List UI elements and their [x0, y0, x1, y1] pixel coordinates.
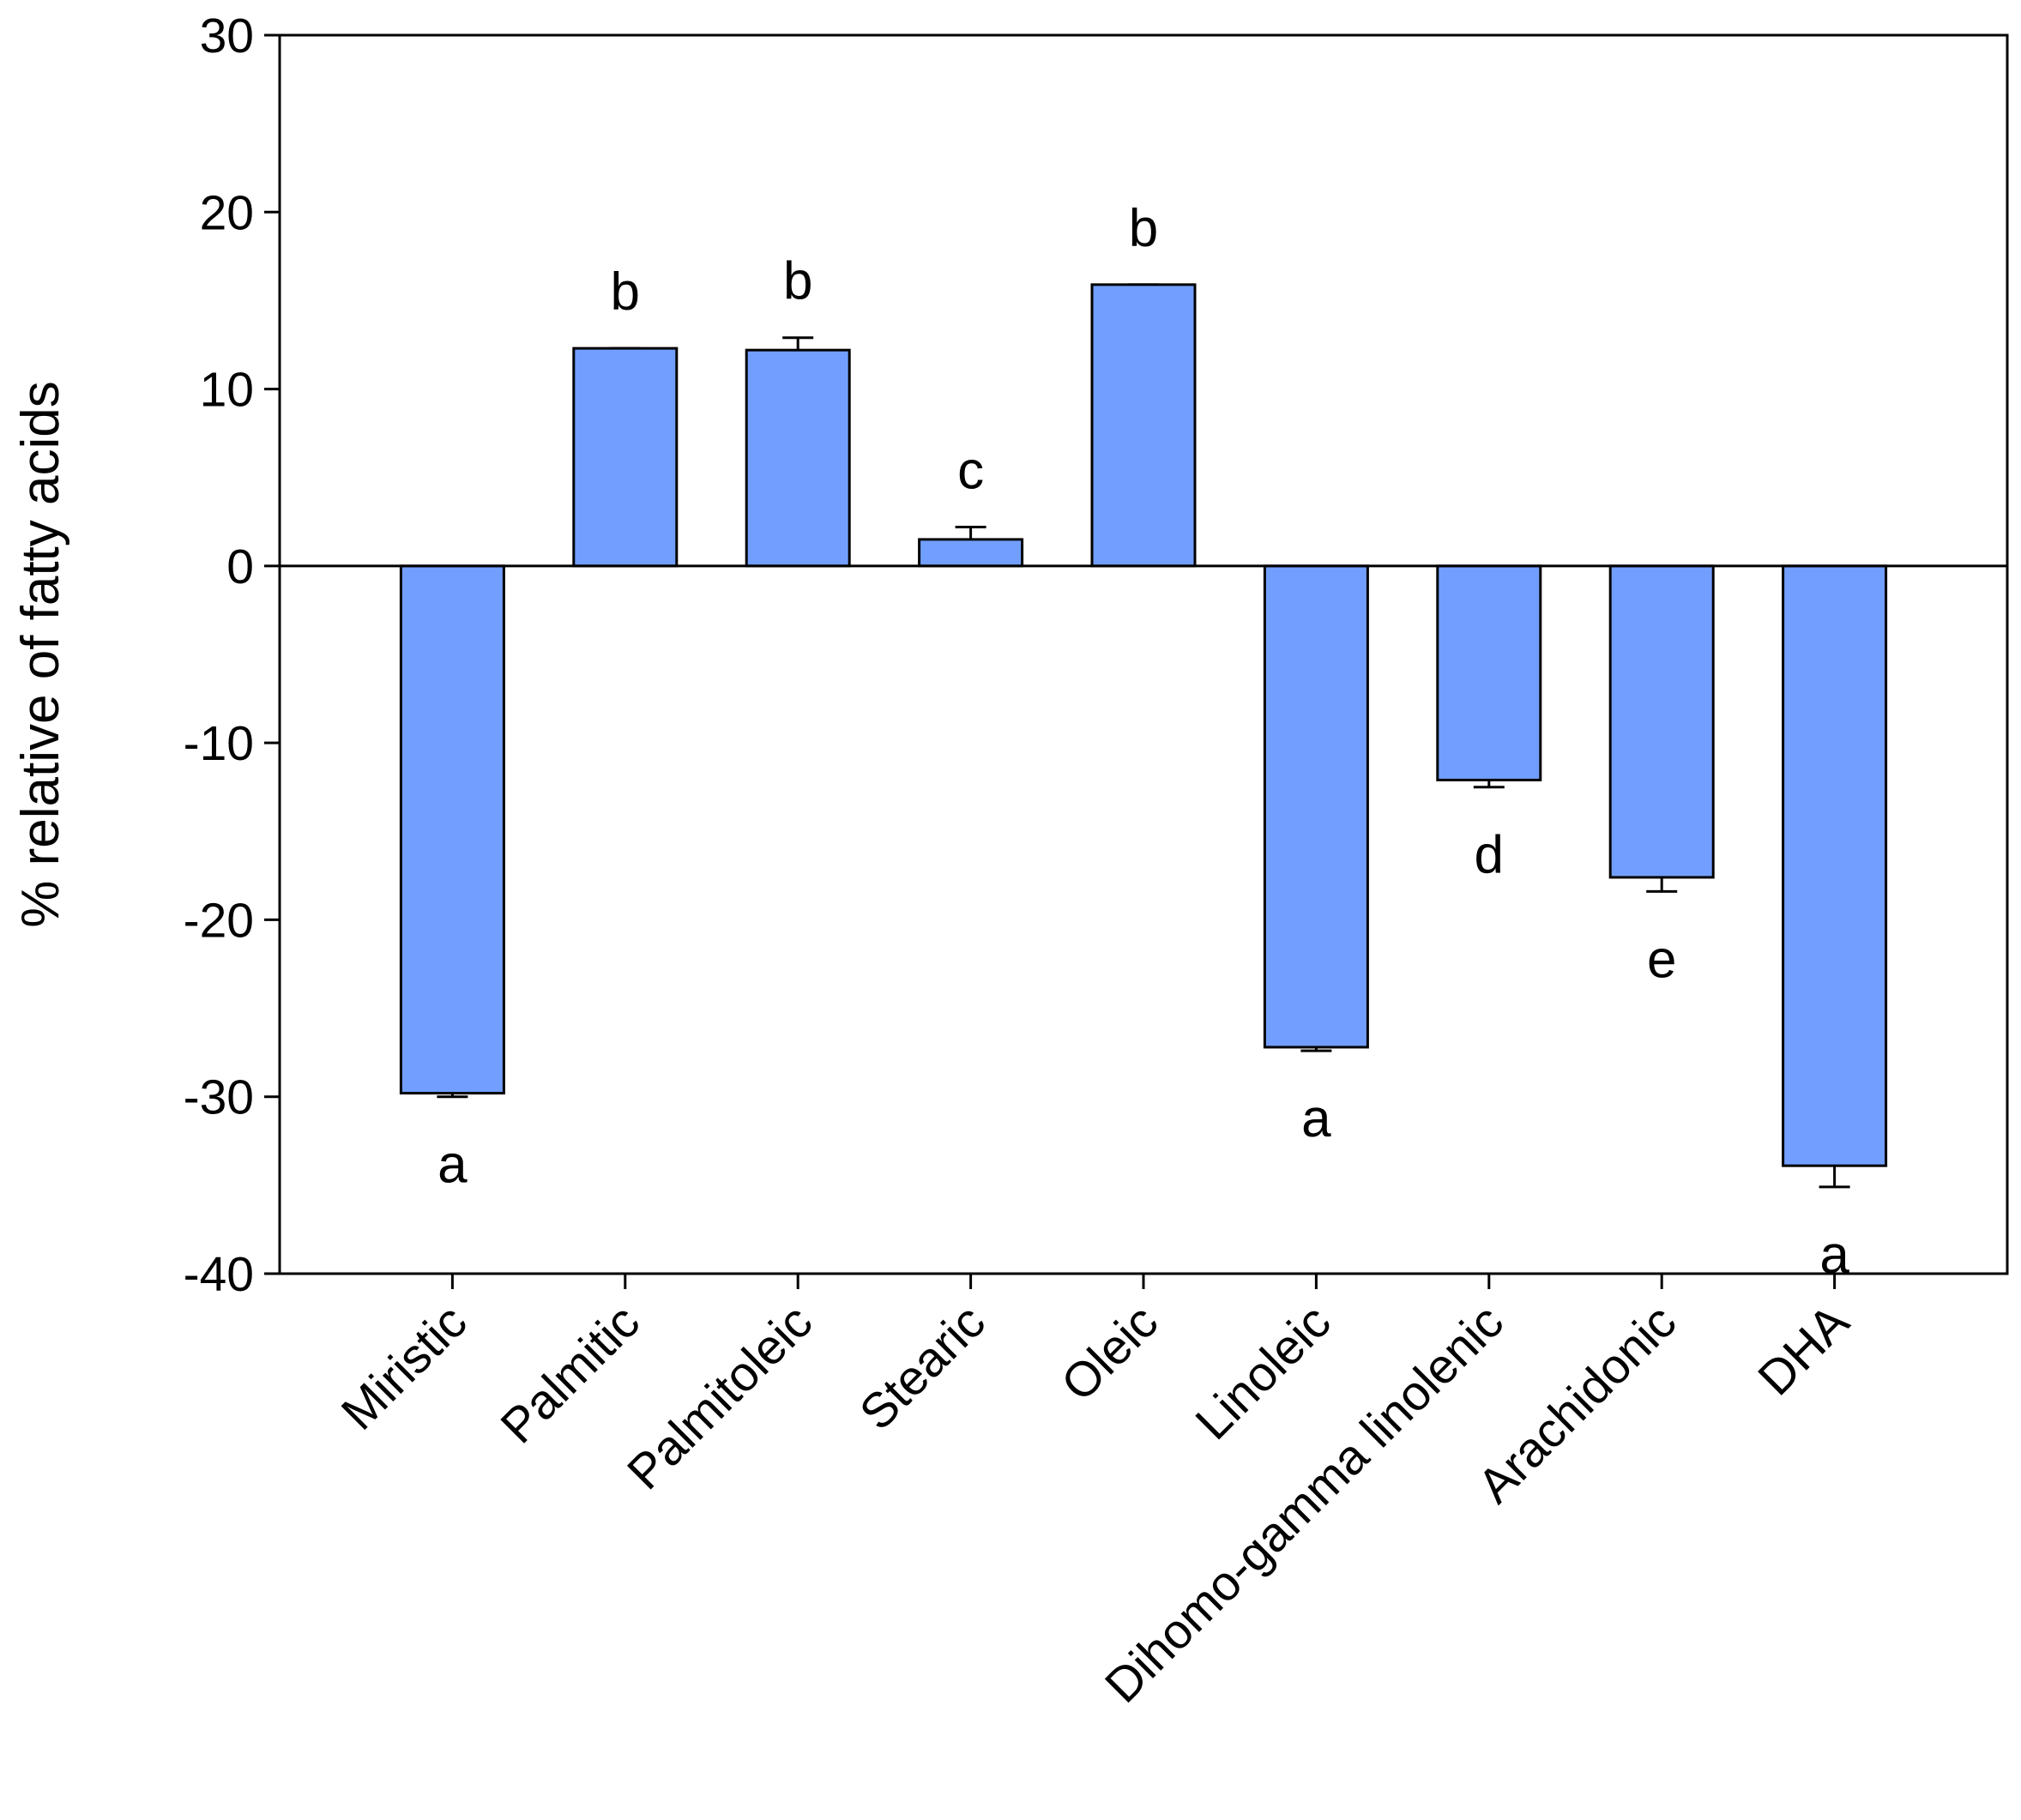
bar: [745, 348, 851, 568]
bar: [1608, 564, 1715, 879]
x-tick-label: Palmitoleic: [617, 1294, 823, 1500]
x-tick-label: Palmitic: [491, 1294, 650, 1454]
significance-letter: c: [957, 441, 984, 500]
y-tick-label: 0: [226, 539, 254, 594]
y-tick-label: -10: [184, 716, 254, 771]
bar: [1090, 283, 1197, 568]
bar: [1263, 564, 1369, 1049]
bar: [918, 538, 1024, 568]
x-tick-label: Linoleic: [1185, 1294, 1342, 1450]
x-tick-label: Miristic: [331, 1294, 478, 1441]
bar: [1436, 564, 1542, 781]
significance-letter: a: [1301, 1089, 1331, 1148]
significance-letter: a: [437, 1136, 468, 1195]
y-tick-label: -20: [184, 893, 254, 948]
y-tick-label: 30: [200, 9, 254, 63]
y-tick-label: -40: [184, 1247, 254, 1302]
significance-letter: b: [783, 252, 812, 311]
significance-letter: b: [611, 262, 640, 322]
bar: [572, 347, 679, 568]
x-tick-label: Stearic: [849, 1294, 996, 1441]
bar: [399, 564, 505, 1095]
x-tick-label: Oleic: [1051, 1294, 1168, 1412]
bar: [1782, 564, 1888, 1167]
significance-letter: e: [1647, 930, 1676, 989]
y-tick-label: 20: [200, 185, 254, 240]
y-tick-label: -30: [184, 1070, 254, 1125]
x-tick-label: DHA: [1747, 1294, 1859, 1406]
y-axis-title: % relative of fatty acids: [11, 381, 70, 928]
significance-letter: d: [1475, 826, 1504, 885]
y-tick-label: 10: [200, 363, 254, 418]
significance-letter: b: [1129, 199, 1158, 258]
plot-frame: [278, 33, 2009, 1275]
